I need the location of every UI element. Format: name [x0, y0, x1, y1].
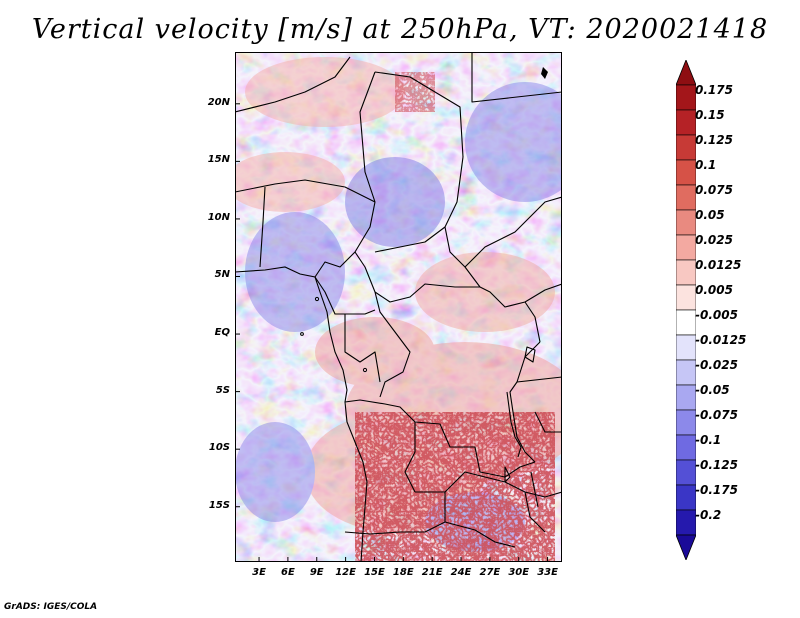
- colorbar-swatch: [675, 284, 697, 311]
- lon-tick-label: 12E: [335, 567, 356, 578]
- colorbar-swatch: [675, 84, 697, 111]
- colorbar-label: -0.075: [695, 408, 738, 422]
- colorbar-swatches: [675, 58, 697, 562]
- colorbar-bottom-cap: [675, 534, 697, 562]
- colorbar-swatch: [675, 434, 697, 461]
- lon-tick-label: 33E: [537, 567, 558, 578]
- colorbar-label: 0.005: [695, 283, 733, 297]
- colorbar-label: 0.05: [695, 208, 725, 222]
- map-panel: [235, 52, 562, 562]
- intense-updraft-specks: [355, 412, 555, 562]
- colorbar-label: -0.125: [695, 458, 738, 472]
- colorbar-label: 0.1: [695, 158, 717, 172]
- colorbar-swatch: [675, 234, 697, 261]
- lon-tick-label: 9E: [309, 567, 324, 578]
- colorbar-label: -0.0125: [695, 333, 747, 347]
- coastline: [235, 266, 368, 562]
- lon-tick-label: 30E: [508, 567, 530, 578]
- colorbar-swatch: [675, 259, 697, 286]
- lon-tick-label: 3E: [252, 567, 266, 578]
- colorbar-label: -0.005: [695, 308, 738, 322]
- colorbar-swatch: [675, 459, 697, 486]
- lat-tick-label: 10S: [208, 442, 230, 454]
- colorbar-label: 0.15: [695, 108, 725, 122]
- country-borders: [235, 52, 562, 548]
- lon-tick-label: 27E: [479, 567, 501, 578]
- lon-tick-label: 6E: [280, 567, 295, 578]
- lat-tick-label: 10N: [207, 211, 230, 223]
- colorbar: [675, 58, 697, 564]
- lat-tick-label: 5N: [214, 269, 230, 281]
- colorbar-label: -0.025: [695, 358, 738, 372]
- lat-tick-label: 15N: [207, 154, 230, 166]
- colorbar-swatch: [675, 409, 697, 436]
- colorbar-swatch: [675, 184, 697, 211]
- colorbar-swatch: [675, 359, 697, 386]
- lat-tick-label: 15S: [208, 499, 230, 511]
- islands: [300, 296, 368, 373]
- vertical-velocity-map: [235, 52, 562, 562]
- colorbar-label: -0.05: [695, 383, 730, 397]
- colorbar-swatch: [675, 159, 697, 186]
- island-feature: [541, 67, 548, 79]
- chart-title: Vertical velocity [m/s] at 250hPa, VT: 2…: [31, 14, 769, 45]
- lat-tick-label: 20N: [207, 96, 230, 108]
- colorbar-label: -0.1: [695, 433, 722, 447]
- colorbar-label: 0.125: [695, 133, 733, 147]
- intense-updraft-specks-north: [395, 72, 435, 112]
- map-border: [235, 52, 562, 562]
- colorbar-label: 0.0125: [695, 258, 742, 272]
- colorbar-swatch: [675, 134, 697, 161]
- colorbar-label: 0.175: [695, 83, 733, 97]
- colorbar-label: 0.025: [695, 233, 733, 247]
- lon-tick-label: 21E: [421, 567, 443, 578]
- colorbar-swatch: [675, 384, 697, 411]
- colorbar-swatch: [675, 509, 697, 536]
- colorbar-swatch: [675, 484, 697, 511]
- colorbar-swatch: [675, 209, 697, 236]
- lon-tick-label: 24E: [450, 567, 472, 578]
- colorbar-top-cap: [675, 58, 697, 86]
- colorbar-label: -0.2: [695, 508, 722, 522]
- colorbar-swatch: [675, 309, 697, 336]
- lat-tick-label: 5S: [215, 384, 230, 396]
- colorbar-label: 0.075: [695, 183, 733, 197]
- lat-tick-label: EQ: [214, 327, 230, 339]
- footer-credit: GrADS: IGES/COLA: [4, 602, 98, 612]
- lon-tick-label: 18E: [392, 567, 414, 578]
- colorbar-swatch: [675, 334, 697, 361]
- colorbar-swatch: [675, 109, 697, 136]
- axis-tick-marks: [235, 103, 549, 562]
- colorbar-label: -0.175: [695, 483, 738, 497]
- lon-tick-label: 15E: [364, 567, 385, 578]
